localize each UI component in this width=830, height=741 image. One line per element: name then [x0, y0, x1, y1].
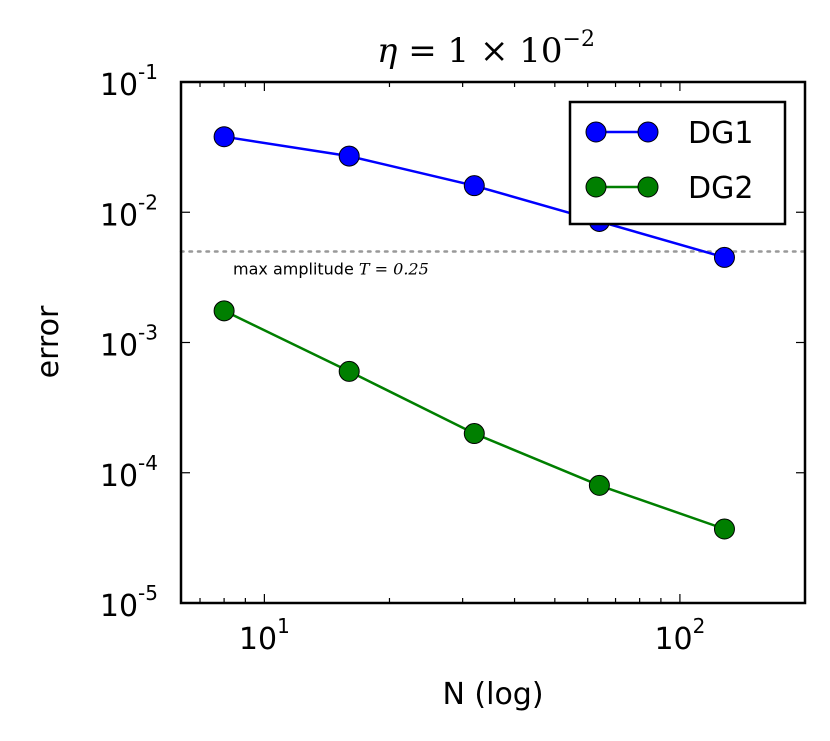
- x-axis-label: N (log): [442, 677, 543, 712]
- data-point: [713, 246, 735, 268]
- legend-label: DG1: [688, 116, 753, 151]
- legend-item-dg1: DG1: [585, 116, 753, 151]
- legend-item-dg2: DG2: [585, 171, 753, 206]
- data-point: [713, 518, 735, 540]
- y-tick-label: 10-5: [100, 581, 158, 624]
- legend-marker: [637, 121, 659, 143]
- legend-marker: [637, 176, 659, 198]
- plot-frame: [179, 80, 807, 605]
- data-point: [588, 474, 610, 496]
- legend-label: DG2: [688, 171, 753, 206]
- y-axis-label: error: [31, 305, 66, 378]
- data-point: [338, 145, 360, 167]
- legend-marker: [585, 121, 607, 143]
- series-line: [223, 309, 725, 531]
- series-dg2: [213, 300, 735, 540]
- data-point: [463, 175, 485, 197]
- chart-title: η = 1 × 10−2: [377, 27, 595, 71]
- y-tick-label: 10-4: [100, 451, 158, 494]
- legend: DG1 DG2: [568, 100, 787, 226]
- data-point: [213, 126, 235, 148]
- x-tick-label: 101: [239, 614, 290, 657]
- y-tick-label: 10-1: [100, 60, 158, 103]
- data-point: [213, 300, 235, 322]
- x-tick-label: 102: [654, 614, 705, 657]
- y-tick-label: 10-2: [100, 190, 158, 233]
- data-point: [338, 360, 360, 382]
- reference-line-label: max amplitude T = 0.25: [233, 259, 429, 278]
- legend-box: [568, 100, 787, 226]
- legend-marker: [585, 176, 607, 198]
- data-point: [463, 423, 485, 445]
- y-tick-label: 10-3: [100, 321, 158, 364]
